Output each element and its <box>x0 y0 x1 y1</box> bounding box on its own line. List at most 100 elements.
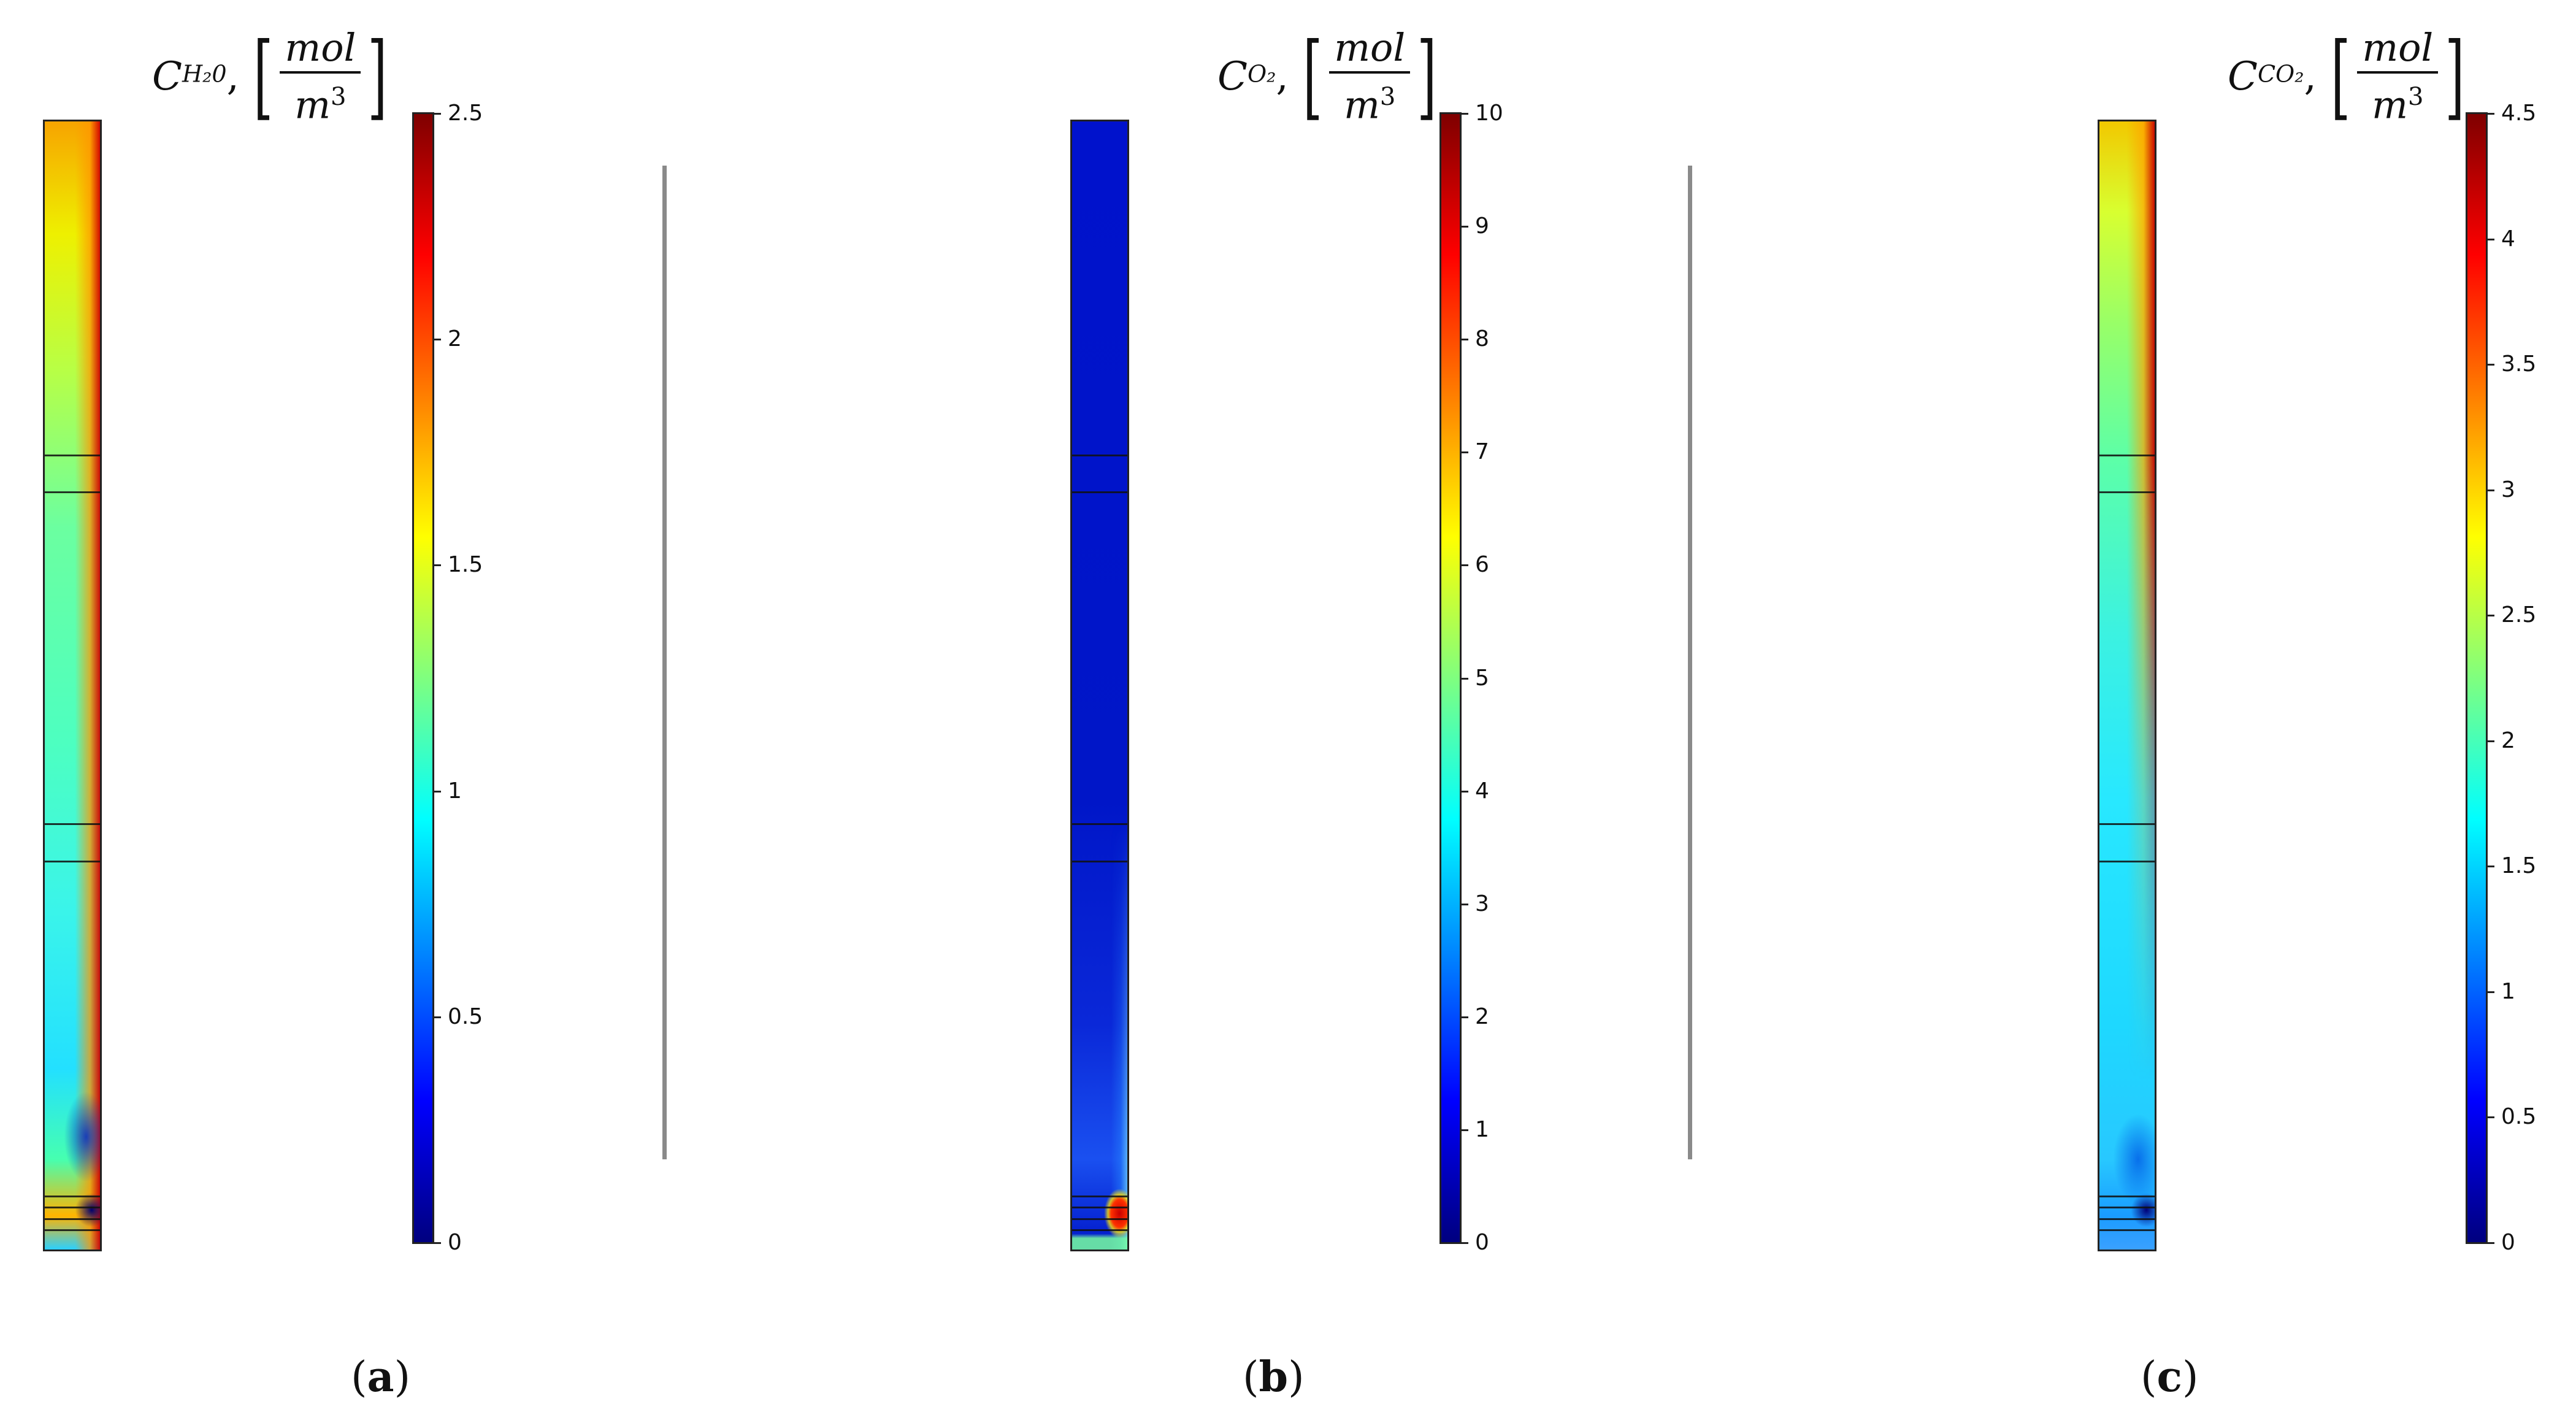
o2-colorbar-tick <box>1461 451 1468 454</box>
co2-title-symbol: C <box>2228 53 2258 99</box>
h2o-colorbar-tick-label: 1 <box>448 778 462 804</box>
o2-title-symbol: C <box>1217 53 1248 99</box>
co2-colorbar-tick-label: 3 <box>2501 477 2515 502</box>
h2o-colorbar-tick-label: 0 <box>448 1230 462 1255</box>
h2o-colorbar-tick-label: 0.5 <box>448 1004 483 1029</box>
o2-concentration-field <box>1070 120 1129 1251</box>
o2-colorbar-tick-label: 4 <box>1475 778 1489 804</box>
co2-interface-line <box>2099 1229 2155 1231</box>
o2-interface-line <box>1072 1195 1127 1197</box>
h2o-title-symbol: C <box>152 53 182 99</box>
h2o-interface-line <box>45 454 100 456</box>
panel-divider-left <box>662 166 667 1159</box>
h2o-concentration-field <box>43 120 102 1251</box>
o2-colorbar-tick-label: 5 <box>1475 665 1489 691</box>
co2-colorbar <box>2466 112 2488 1244</box>
h2o-colorbar-tick-label: 2.5 <box>448 101 483 126</box>
h2o-colorbar-tick <box>434 790 441 793</box>
o2-colorbar-tick <box>1461 226 1468 228</box>
panel-b-label: (b) <box>1243 1353 1305 1402</box>
h2o-colorbar-tick <box>434 339 441 341</box>
h2o-colorbar-tick <box>434 564 441 567</box>
o2-field-inlet-hotspot <box>1072 121 1127 1250</box>
h2o-field-bottom-core <box>45 121 100 1250</box>
o2-interface-line <box>1072 454 1127 456</box>
co2-colorbar-tick <box>2487 991 2494 993</box>
h2o-unit-exponent: 3 <box>331 83 347 111</box>
panel-a-label: (a) <box>351 1353 411 1402</box>
co2-colorbar-tick <box>2487 740 2494 742</box>
co2-colorbar-tick <box>2487 364 2494 366</box>
h2o-colorbar-tick-label: 2 <box>448 326 462 352</box>
o2-unit-denominator: m <box>1344 82 1380 128</box>
o2-interface-line <box>1072 823 1127 825</box>
h2o-interface-line <box>45 1229 100 1231</box>
panel-a: CH₂0,[mol m3] (a) 0 0.5 1 1.5 2 2.5 <box>0 0 662 1428</box>
co2-colorbar-tick-label: 4.5 <box>2501 101 2537 126</box>
co2-interface-line <box>2099 1218 2155 1220</box>
co2-colorbar-tick <box>2487 113 2494 115</box>
co2-colorbar-tick <box>2487 489 2494 491</box>
co2-unit-denominator: m <box>2372 82 2408 128</box>
h2o-colorbar-tick <box>434 1242 441 1244</box>
co2-colorbar-tick-label: 1 <box>2501 978 2515 1004</box>
co2-colorbar-tick-label: 1.5 <box>2501 853 2537 879</box>
co2-unit-exponent: 3 <box>2407 83 2424 111</box>
o2-colorbar-tick-label: 6 <box>1475 552 1489 578</box>
o2-interface-line <box>1072 1218 1127 1220</box>
co2-colorbar-tick-label: 0 <box>2501 1230 2515 1255</box>
co2-interface-line <box>2099 860 2155 862</box>
co2-colorbar-tick <box>2487 1242 2494 1244</box>
o2-colorbar-tick <box>1461 113 1468 115</box>
h2o-interface-line <box>45 1195 100 1197</box>
h2o-interface-line <box>45 823 100 825</box>
h2o-colorbar <box>412 112 434 1244</box>
co2-colorbar-tick <box>2487 866 2494 868</box>
o2-title-subscript: O₂ <box>1247 60 1276 88</box>
co2-colorbar-tick <box>2487 1116 2494 1119</box>
co2-interface-line <box>2099 454 2155 456</box>
h2o-title-subscript: H₂0 <box>182 60 227 88</box>
o2-colorbar-tick <box>1461 1242 1468 1244</box>
co2-colorbar-tick-label: 0.5 <box>2501 1104 2537 1130</box>
h2o-unit-denominator: m <box>294 82 331 128</box>
o2-interface-line <box>1072 1207 1127 1209</box>
h2o-colorbar-tick <box>434 113 441 115</box>
o2-colorbar <box>1439 112 1462 1244</box>
o2-interface-line <box>1072 1229 1127 1231</box>
co2-colorbar-tick-label: 4 <box>2501 226 2515 251</box>
h2o-interface-line <box>45 860 100 862</box>
o2-colorbar-tick <box>1461 677 1468 680</box>
co2-unit-numerator: mol <box>2357 25 2439 74</box>
o2-colorbar-tick-label: 7 <box>1475 439 1489 465</box>
h2o-colorbar-tick-label: 1.5 <box>448 552 483 578</box>
co2-interface-line <box>2099 823 2155 825</box>
panel-divider-right <box>1688 166 1692 1159</box>
co2-field-bottom-core <box>2099 121 2155 1250</box>
h2o-unit-numerator: mol <box>280 25 361 74</box>
co2-interface-line <box>2099 491 2155 494</box>
o2-colorbar-tick <box>1461 1129 1468 1131</box>
o2-colorbar-tick-label: 8 <box>1475 326 1489 352</box>
co2-colorbar-tick-label: 2.5 <box>2501 602 2537 628</box>
co2-interface-line <box>2099 1195 2155 1197</box>
o2-unit-exponent: 3 <box>1379 83 1396 111</box>
h2o-colorbar-tick <box>434 1016 441 1018</box>
panel-b: CO₂,[mol m3] (b) 0 1 2 3 4 5 6 7 8 9 10 <box>1070 23 1503 1402</box>
co2-title-subscript: CO₂ <box>2257 60 2304 88</box>
o2-interface-line <box>1072 491 1127 494</box>
co2-colorbar-tick-label: 2 <box>2501 727 2515 753</box>
panel-c-label: (c) <box>2141 1353 2199 1402</box>
o2-colorbar-tick-label: 10 <box>1475 101 1503 126</box>
co2-colorbar-tick <box>2487 238 2494 240</box>
o2-colorbar-title: CO₂,[mol m3] <box>1217 23 1437 130</box>
co2-concentration-field <box>2098 120 2156 1251</box>
o2-colorbar-tick <box>1461 339 1468 341</box>
o2-colorbar-tick <box>1461 903 1468 905</box>
o2-colorbar-tick <box>1461 790 1468 793</box>
o2-interface-line <box>1072 860 1127 862</box>
co2-colorbar-tick-label: 3.5 <box>2501 351 2537 377</box>
h2o-interface-line <box>45 1218 100 1220</box>
o2-colorbar-tick-label: 1 <box>1475 1116 1489 1142</box>
